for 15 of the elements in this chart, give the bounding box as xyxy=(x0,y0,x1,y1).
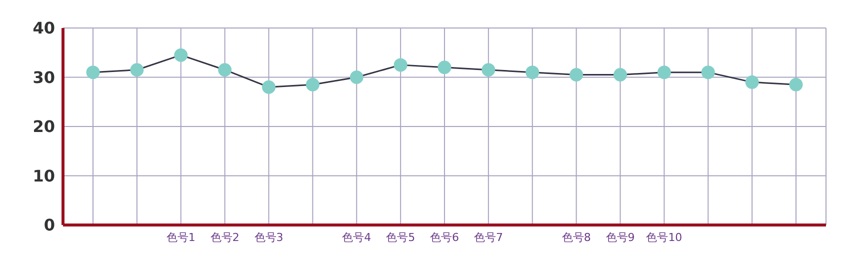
x-tick-label: 色号6 xyxy=(430,230,459,244)
x-tick-label: 色号7 xyxy=(474,230,503,244)
y-tick-label: 40 xyxy=(32,18,55,38)
x-tick-label: 色号9 xyxy=(606,230,635,244)
x-tick-label: 色号10 xyxy=(646,230,682,244)
x-tick-label: 色号8 xyxy=(562,230,591,244)
x-tick-label: 色号1 xyxy=(166,230,196,244)
x-tick-label: 色号5 xyxy=(386,230,416,244)
y-tick-label: 0 xyxy=(44,216,55,235)
x-tick-label: 色号2 xyxy=(210,230,240,244)
y-tick-label: 10 xyxy=(32,166,55,186)
x-tick-label: 色号4 xyxy=(342,230,372,244)
y-tick-label: 30 xyxy=(32,68,55,87)
y-tick-label: 20 xyxy=(32,117,55,136)
x-tick-label: 色号3 xyxy=(254,230,284,244)
